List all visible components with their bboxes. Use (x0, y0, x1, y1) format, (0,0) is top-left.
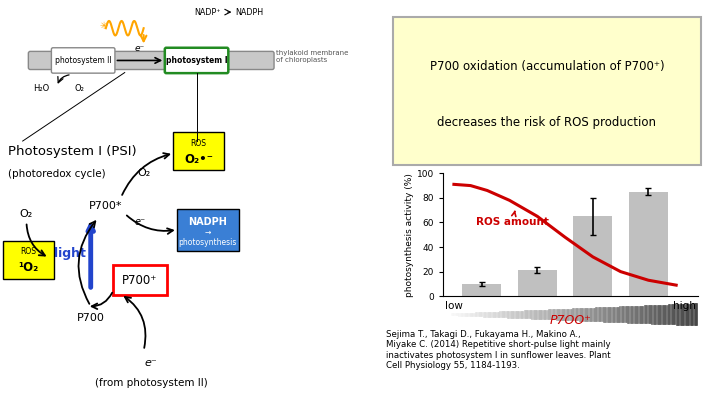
FancyBboxPatch shape (165, 48, 228, 73)
Text: O₂: O₂ (20, 209, 33, 218)
Text: (from photosystem II): (from photosystem II) (95, 378, 207, 388)
Text: light: light (54, 247, 86, 260)
Text: ✳: ✳ (100, 21, 108, 31)
Text: ¹O₂: ¹O₂ (18, 262, 38, 274)
Text: P700 oxidation (accumulation of P700⁺): P700 oxidation (accumulation of P700⁺) (430, 60, 664, 73)
Text: Sejima T., Takagi D., Fukayama H., Makino A.,
Miyake C. (2014) Repetitive short-: Sejima T., Takagi D., Fukayama H., Makin… (386, 330, 611, 370)
Text: →
photosynthesis: → photosynthesis (179, 227, 237, 247)
FancyBboxPatch shape (28, 51, 274, 69)
Text: NADPH: NADPH (235, 8, 264, 17)
Text: P7OO⁺: P7OO⁺ (549, 314, 592, 327)
Text: decreases the risk of ROS production: decreases the risk of ROS production (437, 116, 657, 129)
Text: e⁻: e⁻ (135, 44, 145, 53)
Text: photosystem II: photosystem II (55, 56, 112, 65)
Text: O₂: O₂ (137, 168, 150, 178)
Bar (573, 216, 612, 296)
Text: low: low (446, 301, 463, 311)
FancyBboxPatch shape (112, 265, 167, 295)
Text: O₂: O₂ (74, 84, 84, 93)
Text: photosystem I: photosystem I (166, 56, 228, 65)
FancyBboxPatch shape (393, 17, 701, 165)
Text: NADPH: NADPH (189, 218, 228, 227)
Text: H₂O: H₂O (33, 84, 50, 93)
Bar (462, 284, 501, 296)
Text: Photosystem I (PSI): Photosystem I (PSI) (7, 145, 136, 158)
Text: O₂•⁻: O₂•⁻ (184, 153, 213, 166)
FancyBboxPatch shape (51, 48, 115, 73)
Text: thylakoid membrane
of chloroplasts: thylakoid membrane of chloroplasts (276, 50, 348, 63)
FancyBboxPatch shape (3, 241, 54, 279)
Y-axis label: photosynthesis activity (%): photosynthesis activity (%) (405, 173, 414, 297)
Bar (518, 270, 557, 296)
Text: (photoredox cycle): (photoredox cycle) (7, 169, 105, 179)
Text: ROS: ROS (20, 247, 36, 256)
FancyBboxPatch shape (177, 209, 239, 251)
Text: e⁻: e⁻ (145, 358, 158, 368)
Text: high: high (673, 301, 696, 311)
Bar (629, 192, 668, 296)
Text: P700: P700 (77, 314, 104, 323)
Text: ROS: ROS (191, 139, 207, 147)
Text: P700⁺: P700⁺ (122, 274, 158, 287)
FancyBboxPatch shape (173, 132, 224, 170)
Text: P700*: P700* (89, 201, 122, 210)
Text: e⁻: e⁻ (135, 217, 145, 226)
Text: NADP⁺: NADP⁺ (194, 8, 221, 17)
Text: ROS amount: ROS amount (476, 211, 549, 227)
